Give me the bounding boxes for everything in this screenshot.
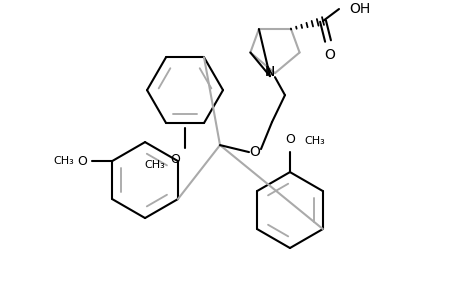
Text: O: O [324, 48, 335, 62]
Text: CH₃: CH₃ [303, 136, 324, 146]
Text: O: O [249, 145, 260, 159]
Text: N: N [264, 65, 274, 79]
Text: N: N [264, 65, 274, 79]
Text: OH: OH [348, 2, 369, 16]
Text: O: O [170, 153, 179, 166]
Text: O: O [77, 154, 87, 168]
Text: O: O [285, 133, 294, 146]
Text: CH₃: CH₃ [53, 156, 74, 166]
Text: CH₃: CH₃ [144, 160, 165, 170]
